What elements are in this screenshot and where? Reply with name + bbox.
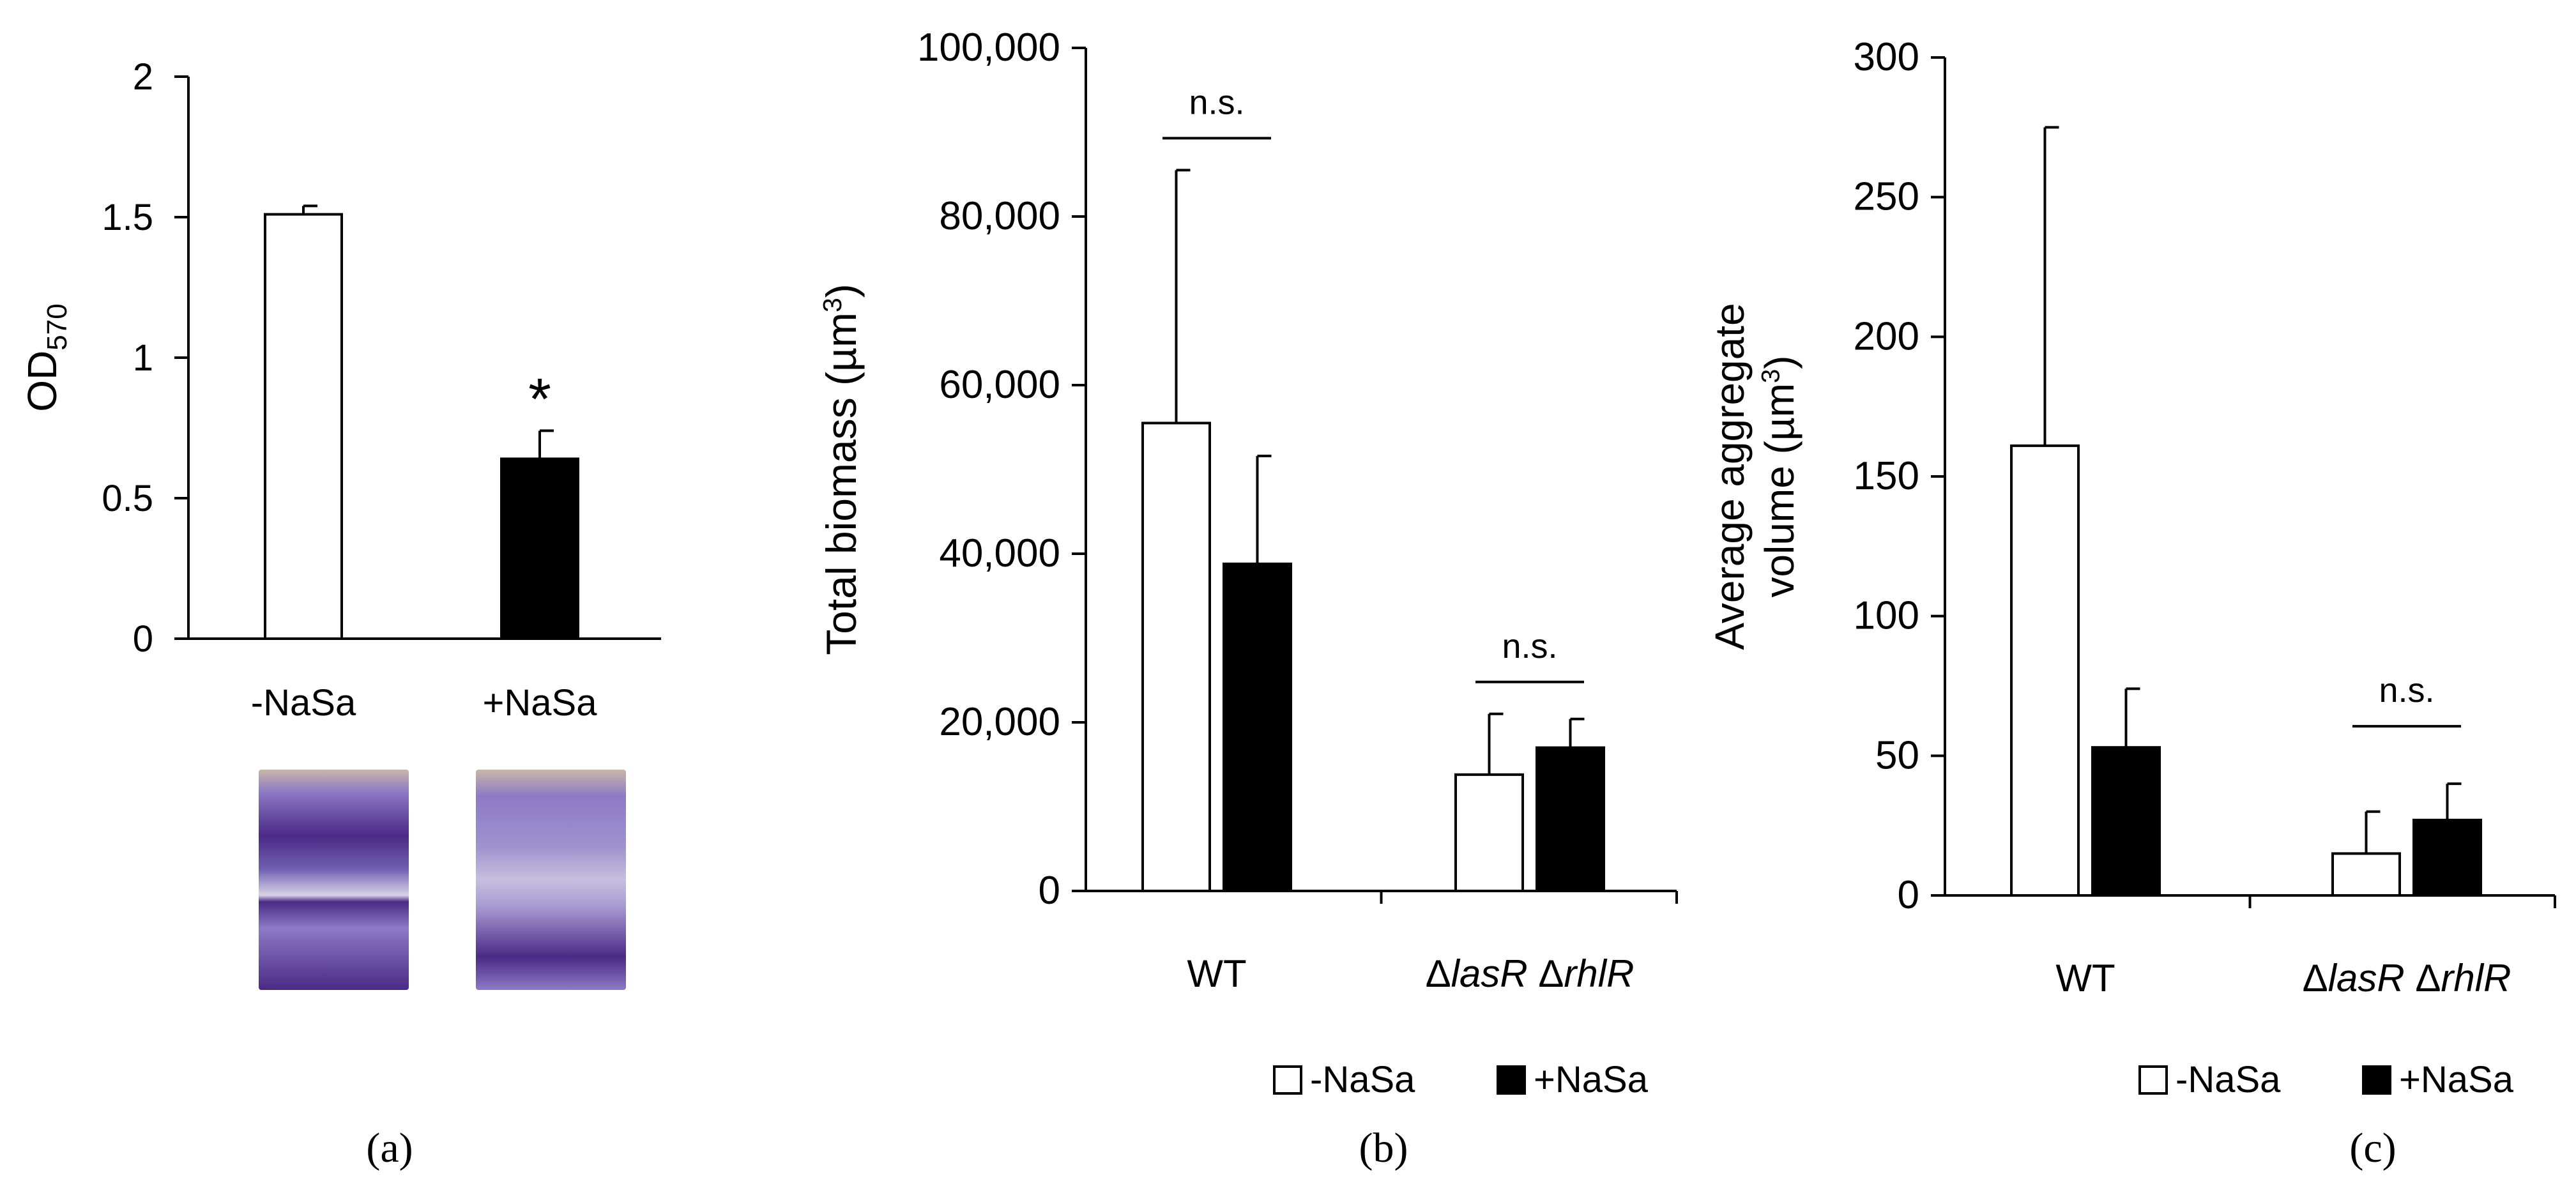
chart-c-svg: 050100150200250300n.s.WTn.s.ΔlasR ΔrhlR-…: [1707, 35, 2556, 1100]
bar-c-1-1: [2412, 818, 2482, 897]
legend-label-c-0: -NaSa: [2176, 1059, 2281, 1100]
legend-label-c-1: +NaSa: [2399, 1059, 2514, 1100]
y-tick-label-a: 1.5: [102, 197, 153, 238]
y-tick-label-b: 100,000: [917, 26, 1060, 70]
legend-label-b-0: -NaSa: [1310, 1059, 1415, 1100]
legend-swatch-c-0: [2138, 1065, 2168, 1095]
chart-a-svg: 0 0.5 1 1.5 2 OD570 -NaSa +NaSa *: [19, 56, 661, 724]
legend-swatch-c-1: [2362, 1065, 2391, 1095]
bar-a-0: [264, 213, 343, 641]
bar-b-0-1: [1223, 562, 1292, 892]
panel-a: 0 0.5 1 1.5 2 OD570 -NaSa +NaSa * (a): [0, 0, 690, 1202]
y-tick-label-b: 40,000: [939, 531, 1060, 575]
y-axis-label-b: Total biomass (µm3): [818, 284, 865, 655]
bar-b-1-0: [1454, 773, 1524, 892]
bar-c-1-0: [2331, 852, 2401, 897]
bar-b-0-0: [1141, 422, 1211, 892]
y-tick-label-c: 200: [1854, 314, 1919, 358]
bar-b-1-1: [1536, 746, 1605, 892]
panel-label-c: (c): [2349, 1125, 2397, 1171]
y-tick-label-c: 300: [1854, 35, 1919, 79]
y-tick-label-c: 0: [1898, 873, 1919, 917]
significance-label-b-1: n.s.: [1502, 627, 1557, 666]
bar-c-0-1: [2091, 746, 2161, 897]
y-tick-label-c: 100: [1854, 594, 1919, 638]
crystal-violet-well-positive-image: [476, 770, 626, 990]
x-category-label-c-1: ΔlasR ΔrhlR: [2303, 957, 2511, 1000]
panel-label-a: (a): [366, 1125, 413, 1171]
y-axis-label-c-line2: volume (µm3): [1757, 356, 1802, 598]
x-category-label-b-0: WT: [1187, 952, 1246, 995]
bar-c-0-0: [2010, 444, 2080, 897]
y-tick-label-a: 0.5: [102, 478, 153, 519]
y-tick-label-c: 150: [1854, 454, 1919, 498]
y-tick-label-b: 0: [1039, 869, 1060, 913]
y-tick-label-b: 60,000: [939, 363, 1060, 407]
x-tick-label-a-0: -NaSa: [251, 682, 356, 724]
chart-b-svg: 0 20,000 40,000 60,000 80,000 100,000 n.s. WT n.…: [818, 26, 1678, 1100]
panel-c: 050100150200250300n.s.WTn.s.ΔlasR ΔrhlR-…: [1635, 0, 2576, 1202]
crystal-violet-well-negative-image: [259, 770, 409, 990]
y-tick-label-a: 0: [133, 618, 153, 660]
y-tick-label-b: 20,000: [939, 700, 1060, 744]
legend-label-b-1: +NaSa: [1534, 1059, 1649, 1100]
x-category-label-b-1: ΔlasR ΔrhlR: [1426, 952, 1635, 995]
y-tick-label-b: 80,000: [939, 194, 1060, 238]
bar-a-1: [500, 457, 579, 641]
y-tick-label-c: 50: [1875, 733, 1919, 777]
y-tick-label-a: 1: [133, 337, 153, 379]
x-tick-label-a-1: +NaSa: [483, 682, 598, 724]
x-category-label-c-0: WT: [2055, 957, 2115, 1000]
significance-star: *: [528, 367, 551, 432]
significance-label-c-1: n.s.: [2379, 671, 2434, 710]
y-tick-label-a: 2: [133, 56, 153, 98]
y-axis-label-a: OD570: [19, 303, 73, 411]
significance-label-b-0: n.s.: [1189, 83, 1244, 121]
y-tick-label-c: 250: [1854, 175, 1919, 219]
legend-swatch-b-0: [1273, 1065, 1302, 1095]
panel-b: 0 20,000 40,000 60,000 80,000 100,000 n.s. WT n.…: [754, 0, 1731, 1202]
panel-label-b: (b): [1359, 1125, 1408, 1171]
legend-swatch-b-1: [1497, 1065, 1526, 1095]
y-axis-label-c-line1: Average aggregate: [1707, 303, 1753, 650]
